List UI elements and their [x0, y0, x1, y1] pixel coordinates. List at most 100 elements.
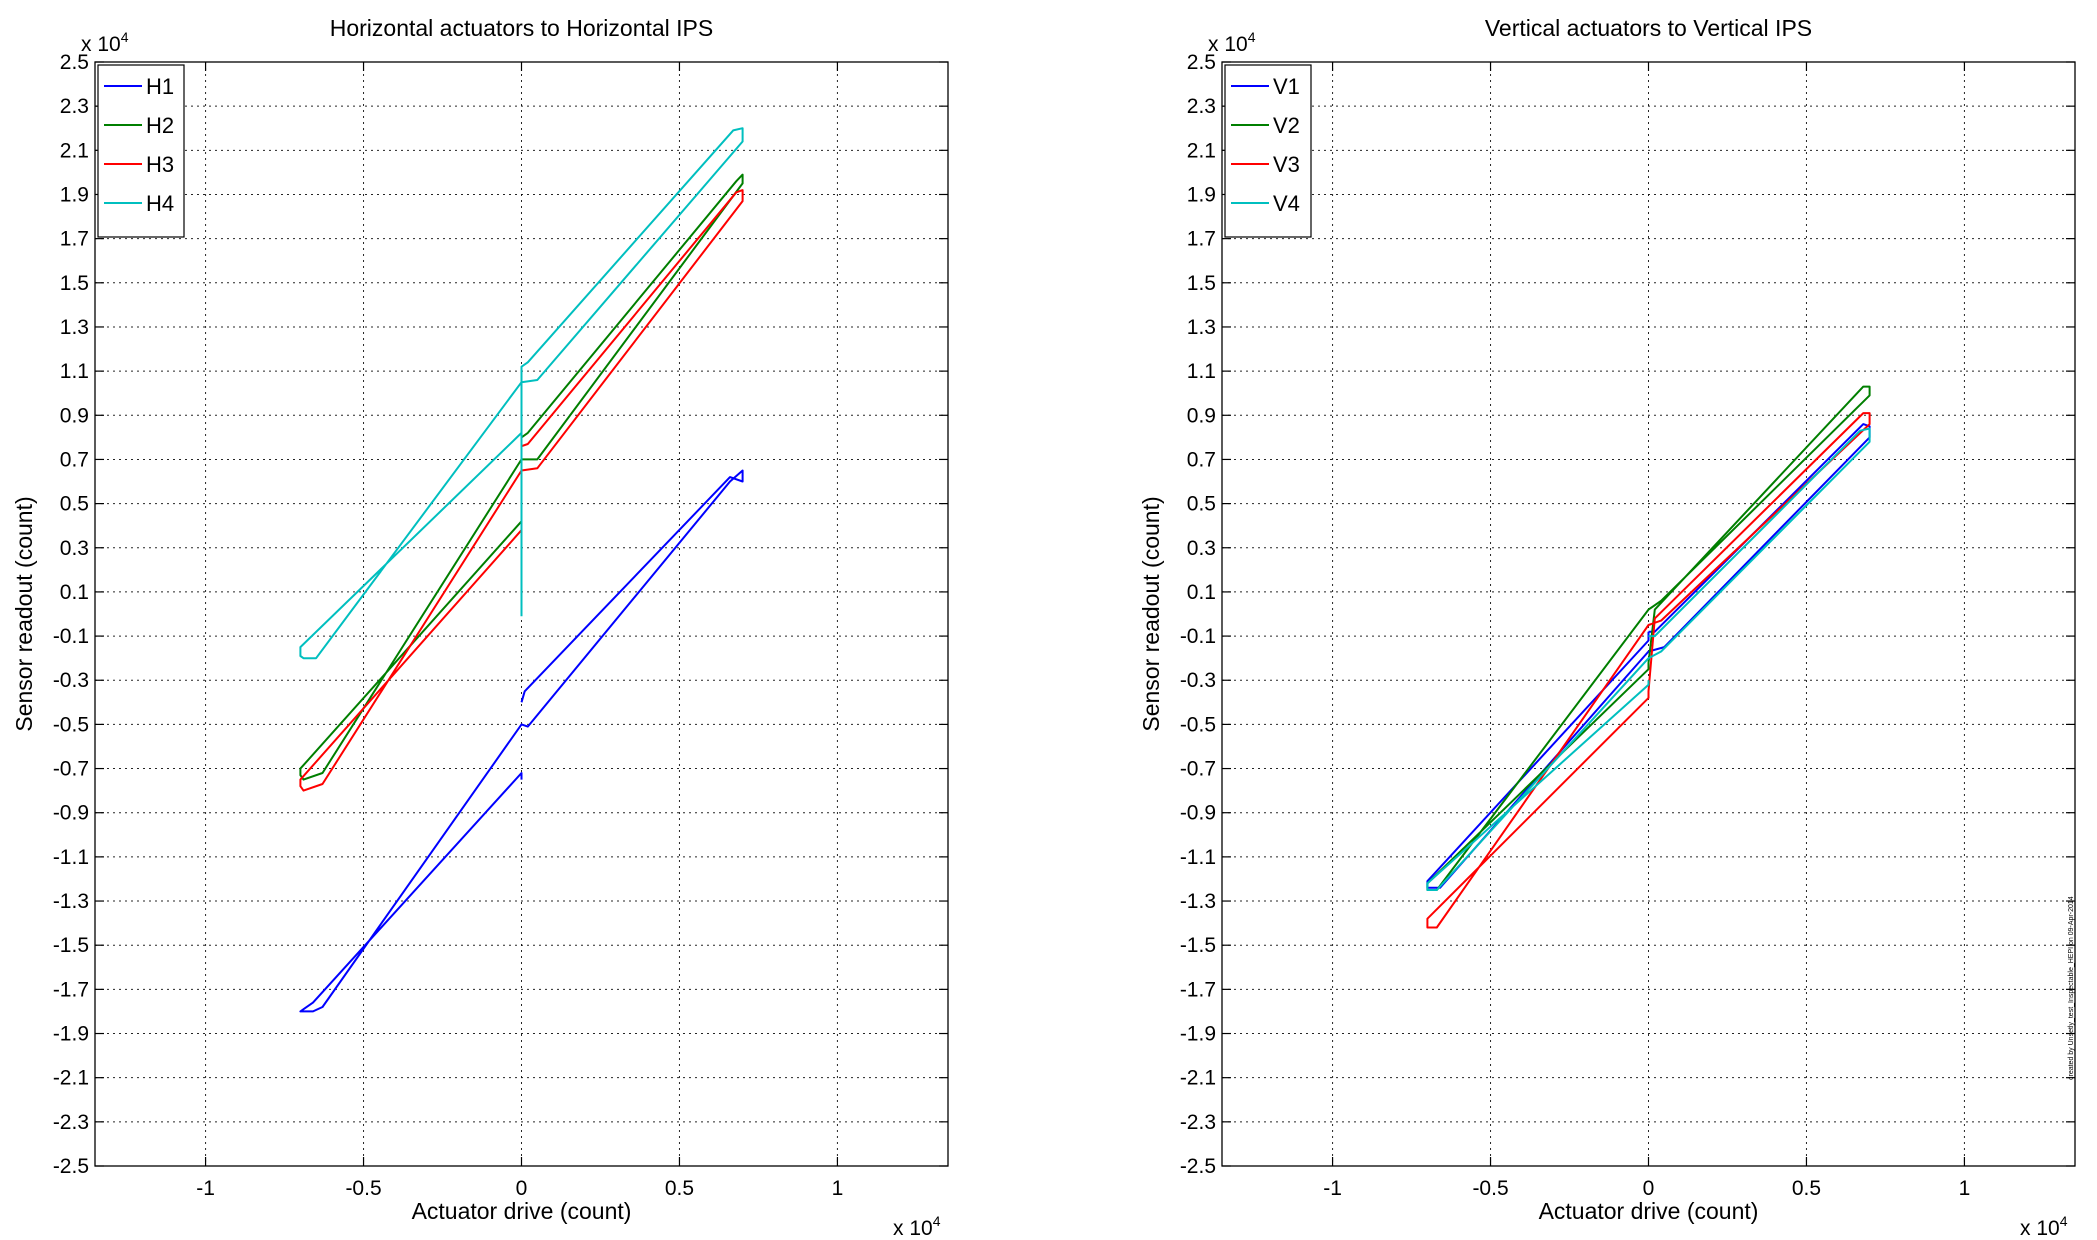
- y-tick-label: -1.7: [1180, 978, 1216, 1001]
- y-tick-label: -0.1: [53, 625, 89, 648]
- x-tick-label: 0: [516, 1177, 528, 1200]
- y-tick-label: -1.7: [53, 978, 89, 1001]
- chart-title: Horizontal actuators to Horizontal IPS: [330, 15, 714, 41]
- y-tick-label: -0.1: [1180, 625, 1216, 648]
- tick-marks: [1222, 61, 2075, 1167]
- y-tick-label: -2.5: [53, 1155, 89, 1178]
- y-tick-label: -1.3: [1180, 890, 1216, 913]
- series-line-H4: [299, 127, 744, 660]
- y-tick-label: 2.1: [60, 139, 89, 162]
- x-tick-label: -1: [1323, 1177, 1342, 1200]
- y-multiplier: x 104: [81, 29, 129, 56]
- x-tick-labels: -1 -0.5 0 0.5 1: [1323, 1177, 1970, 1200]
- y-multiplier: x 104: [1208, 29, 1256, 56]
- x-axis-label: Actuator drive (count): [1539, 1198, 1759, 1224]
- y-tick-label: -0.3: [53, 669, 89, 692]
- x-tick-label: 0.5: [665, 1177, 694, 1200]
- chart-title: Vertical actuators to Vertical IPS: [1485, 15, 1812, 41]
- y-tick-label: -2.1: [53, 1067, 89, 1090]
- y-tick-label: -0.5: [1180, 713, 1216, 736]
- y-axis-label: Sensor readout (count): [11, 496, 37, 731]
- legend-label-V1: V1: [1273, 74, 1300, 99]
- y-tick-label: 0.9: [60, 404, 89, 427]
- footnote-text: created by Unsetly_test_Inspectable_HEPI…: [2068, 896, 2075, 1080]
- y-tick-label: -1.1: [53, 846, 89, 869]
- y-tick-label: 2.1: [1187, 139, 1216, 162]
- y-tick-label: 0.7: [1187, 448, 1216, 471]
- y-tick-label: 0.9: [1187, 404, 1216, 427]
- y-tick-label: 0.1: [1187, 581, 1216, 604]
- y-tick-label: 0.5: [1187, 493, 1216, 516]
- x-tick-label: 0: [1643, 1177, 1655, 1200]
- chart-1: -1 -0.5 0 0.5 1-2.5-2.3-2.1-1.9-1.7-1.5-1.3-…: [11, 15, 949, 1240]
- legend-label-V2: V2: [1273, 113, 1300, 138]
- y-tick-label: 0.3: [1187, 537, 1216, 560]
- y-tick-label: 2.5: [60, 51, 89, 74]
- y-tick-label: 1.1: [60, 360, 89, 383]
- y-tick-labels: -2.5 -2.3 -2.1 -1.9 -1.7 -1.5 -1.3 -1.1 -0.9 -0.7…: [53, 51, 89, 1178]
- y-tick-label: -0.7: [1180, 758, 1216, 781]
- x-tick-label: -0.5: [1472, 1177, 1508, 1200]
- legend-box: [97, 64, 185, 238]
- y-tick-label: 1.7: [1187, 228, 1216, 251]
- y-tick-label: 1.5: [1187, 272, 1216, 295]
- y-tick-labels: -2.5 -2.3 -2.1 -1.9 -1.7 -1.5 -1.3 -1.1 -0.9 -0.7…: [1180, 51, 1216, 1178]
- y-tick-label: -1.5: [1180, 934, 1216, 957]
- legend: V1 V2 V3 V4: [1224, 64, 1312, 238]
- y-tick-label: 1.9: [60, 183, 89, 206]
- y-tick-label: 0.3: [60, 537, 89, 560]
- legend-label-V4: V4: [1273, 191, 1300, 216]
- y-tick-label: -1.3: [53, 890, 89, 913]
- y-tick-label: -1.1: [1180, 846, 1216, 869]
- legend-label-H4: H4: [146, 191, 174, 216]
- series-line-V1: [1426, 423, 1871, 889]
- y-tick-label: 1.9: [1187, 183, 1216, 206]
- y-tick-label: -0.9: [53, 802, 89, 825]
- y-tick-label: -1.9: [53, 1023, 89, 1046]
- y-tick-label: -1.9: [1180, 1023, 1216, 1046]
- legend-label-H1: H1: [146, 74, 174, 99]
- y-tick-label: 0.7: [60, 448, 89, 471]
- x-tick-label: 1: [832, 1177, 844, 1200]
- series-line-V3: [1426, 412, 1871, 929]
- y-tick-label: 1.3: [60, 316, 89, 339]
- x-tick-label: -1: [196, 1177, 215, 1200]
- y-tick-label: -0.3: [1180, 669, 1216, 692]
- legend-box: [1224, 64, 1312, 238]
- x-axis-label: Actuator drive (count): [412, 1198, 632, 1224]
- y-tick-label: -0.7: [53, 758, 89, 781]
- y-tick-label: -2.1: [1180, 1067, 1216, 1090]
- y-tick-label: 0.5: [60, 493, 89, 516]
- x-multiplier: x 104: [2020, 1213, 2068, 1240]
- legend-label-V3: V3: [1273, 152, 1300, 177]
- y-tick-label: 1.3: [1187, 316, 1216, 339]
- footnote: created by Unsetly_test_Inspectable_HEPI…: [2068, 896, 2078, 1090]
- plot-area: [1221, 61, 2076, 1167]
- series-line-V4: [1426, 427, 1871, 891]
- y-tick-label: -0.5: [53, 713, 89, 736]
- y-tick-label: -2.5: [1180, 1155, 1216, 1178]
- x-multiplier: x 104: [893, 1213, 941, 1240]
- y-tick-label: -2.3: [53, 1111, 89, 1134]
- chart-2: -1 -0.5 0 0.5 1-2.5-2.3-2.1-1.9-1.7-1.5-1.3-…: [1138, 15, 2076, 1240]
- series-line-H1: [299, 469, 744, 1013]
- legend-label-H3: H3: [146, 152, 174, 177]
- x-tick-labels: -1 -0.5 0 0.5 1: [196, 1177, 843, 1200]
- y-tick-label: 1.5: [60, 272, 89, 295]
- y-tick-label: 0.1: [60, 581, 89, 604]
- y-tick-label: 2.3: [60, 95, 89, 118]
- y-tick-label: -0.9: [1180, 802, 1216, 825]
- y-tick-label: -1.5: [53, 934, 89, 957]
- x-tick-label: 1: [1959, 1177, 1971, 1200]
- x-tick-label: 0.5: [1792, 1177, 1821, 1200]
- y-tick-label: 1.7: [60, 228, 89, 251]
- x-tick-label: -0.5: [345, 1177, 381, 1200]
- y-tick-label: 1.1: [1187, 360, 1216, 383]
- y-tick-label: -2.3: [1180, 1111, 1216, 1134]
- legend-label-H2: H2: [146, 113, 174, 138]
- plot-area: [94, 61, 949, 1167]
- y-tick-label: 2.3: [1187, 95, 1216, 118]
- grid: [1222, 62, 2075, 1166]
- y-tick-label: 2.5: [1187, 51, 1216, 74]
